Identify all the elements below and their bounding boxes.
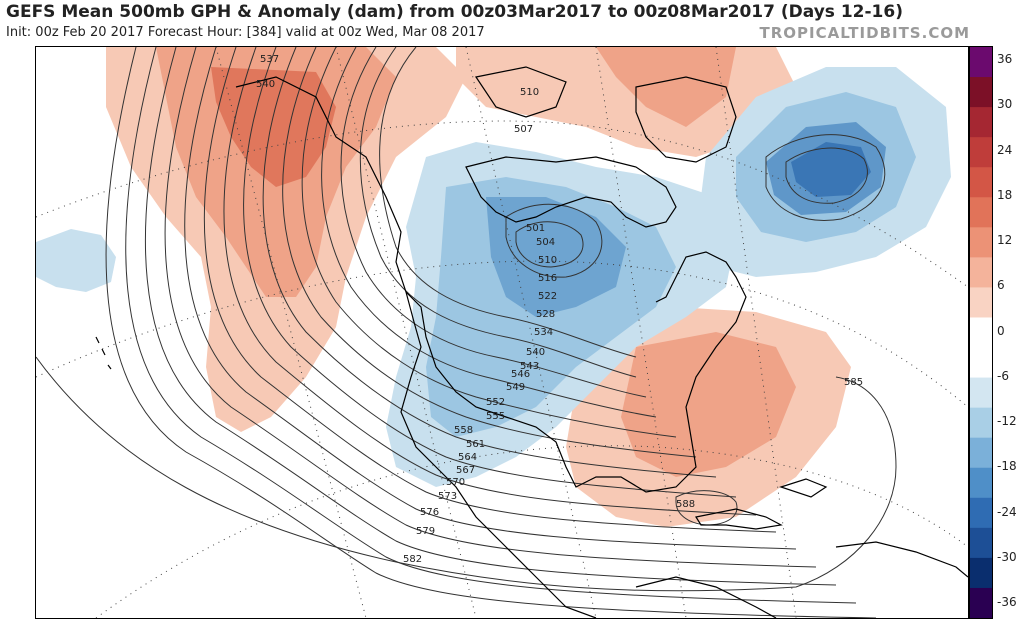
contour-label: 576 xyxy=(420,507,439,518)
height-contours xyxy=(36,47,897,618)
color-scale-swatch xyxy=(970,77,992,108)
warm-anomaly-northeast xyxy=(456,47,796,157)
color-scale-tick-label: 30 xyxy=(997,97,1013,112)
color-scale-swatch xyxy=(970,467,992,499)
coastlines xyxy=(95,66,968,618)
warm-anomaly-west xyxy=(106,47,466,432)
color-scale-swatch xyxy=(970,407,992,439)
contour-label: 510 xyxy=(520,87,539,98)
color-scale-bar xyxy=(969,46,993,619)
color-scale-swatch xyxy=(970,557,992,589)
contour-label: 567 xyxy=(456,465,475,476)
color-scale-tick-label: 24 xyxy=(997,142,1013,157)
color-scale-swatch xyxy=(970,377,992,409)
color-scale-swatch xyxy=(970,287,992,318)
cold-anomaly-pacific xyxy=(36,229,116,292)
color-scale-tick-label: -24 xyxy=(997,504,1017,519)
contour-label: 504 xyxy=(536,237,555,248)
color-scale-swatch xyxy=(970,227,992,258)
contour-label: 546 xyxy=(511,369,530,380)
contour-label: 516 xyxy=(538,273,557,284)
chart-subtitle: Init: 00z Feb 20 2017 Forecast Hour: [38… xyxy=(6,25,485,40)
color-scale-tick-label: -30 xyxy=(997,549,1017,564)
contour-label: 558 xyxy=(454,425,473,436)
color-scale-swatch xyxy=(970,197,992,228)
color-scale-swatch xyxy=(970,497,992,529)
graticule xyxy=(36,47,968,618)
color-scale-swatch xyxy=(970,257,992,288)
color-scale-swatch xyxy=(970,47,992,78)
color-scale-tick-label: -36 xyxy=(997,595,1017,609)
contour-label: 540 xyxy=(256,79,275,90)
contour-label: 528 xyxy=(536,309,555,320)
chart-title: GEFS Mean 500mb GPH & Anomaly (dam) from… xyxy=(6,2,903,22)
contour-label: 582 xyxy=(403,554,422,565)
color-scale-tick-label: -6 xyxy=(997,368,1009,383)
contour-label: 570 xyxy=(446,477,465,488)
contour-label: 540 xyxy=(526,347,545,358)
contour-label: 555 xyxy=(486,411,505,422)
contour-label: 585 xyxy=(844,377,863,388)
color-scale-tick-label: 6 xyxy=(997,278,1005,293)
contour-label: 522 xyxy=(538,291,557,302)
cold-anomaly-atlantic xyxy=(696,67,951,277)
contour-label-group: 537 540 510 507 501 504 510 516 522 528 … xyxy=(256,54,863,565)
color-scale-swatch xyxy=(970,137,992,168)
color-scale-tick-label: -18 xyxy=(997,459,1017,474)
brand-watermark: TROPICALTIDBITS.COM xyxy=(759,24,970,42)
contour-label: 507 xyxy=(514,124,533,135)
contour-label: 501 xyxy=(526,223,545,234)
contour-label: 510 xyxy=(538,255,557,266)
map-svg: 537 540 510 507 501 504 510 516 522 528 … xyxy=(36,47,968,618)
color-scale-tick-label: 12 xyxy=(997,233,1013,247)
warm-anomaly-southeast xyxy=(566,307,851,527)
contour-label: 552 xyxy=(486,397,505,408)
color-scale-tick-label: -12 xyxy=(997,414,1017,428)
contour-label: 588 xyxy=(676,499,695,510)
contour-label: 579 xyxy=(416,526,435,537)
color-scale-swatch xyxy=(970,107,992,138)
contour-label: 543 xyxy=(520,361,539,372)
color-scale-swatch xyxy=(970,437,992,469)
color-scale-svg xyxy=(970,47,992,618)
contour-label: 549 xyxy=(506,382,525,393)
cold-anomaly-trough xyxy=(386,142,736,487)
color-scale-tick-label: 0 xyxy=(997,323,1005,338)
color-scale-tick-label: 18 xyxy=(997,187,1013,202)
color-scale-tick-label: 36 xyxy=(997,52,1013,66)
contour-label: 537 xyxy=(260,54,279,65)
color-scale-swatch xyxy=(970,527,992,559)
contour-label: 573 xyxy=(438,491,457,502)
color-scale-swatch xyxy=(970,167,992,198)
color-scale-swatch xyxy=(970,347,992,379)
color-scale-swatch xyxy=(970,587,992,618)
contour-label: 564 xyxy=(458,452,477,463)
contour-label: 534 xyxy=(534,327,553,338)
anomaly-map: 537 540 510 507 501 504 510 516 522 528 … xyxy=(35,46,969,619)
color-scale-swatch xyxy=(970,317,992,349)
contour-label: 561 xyxy=(466,439,485,450)
